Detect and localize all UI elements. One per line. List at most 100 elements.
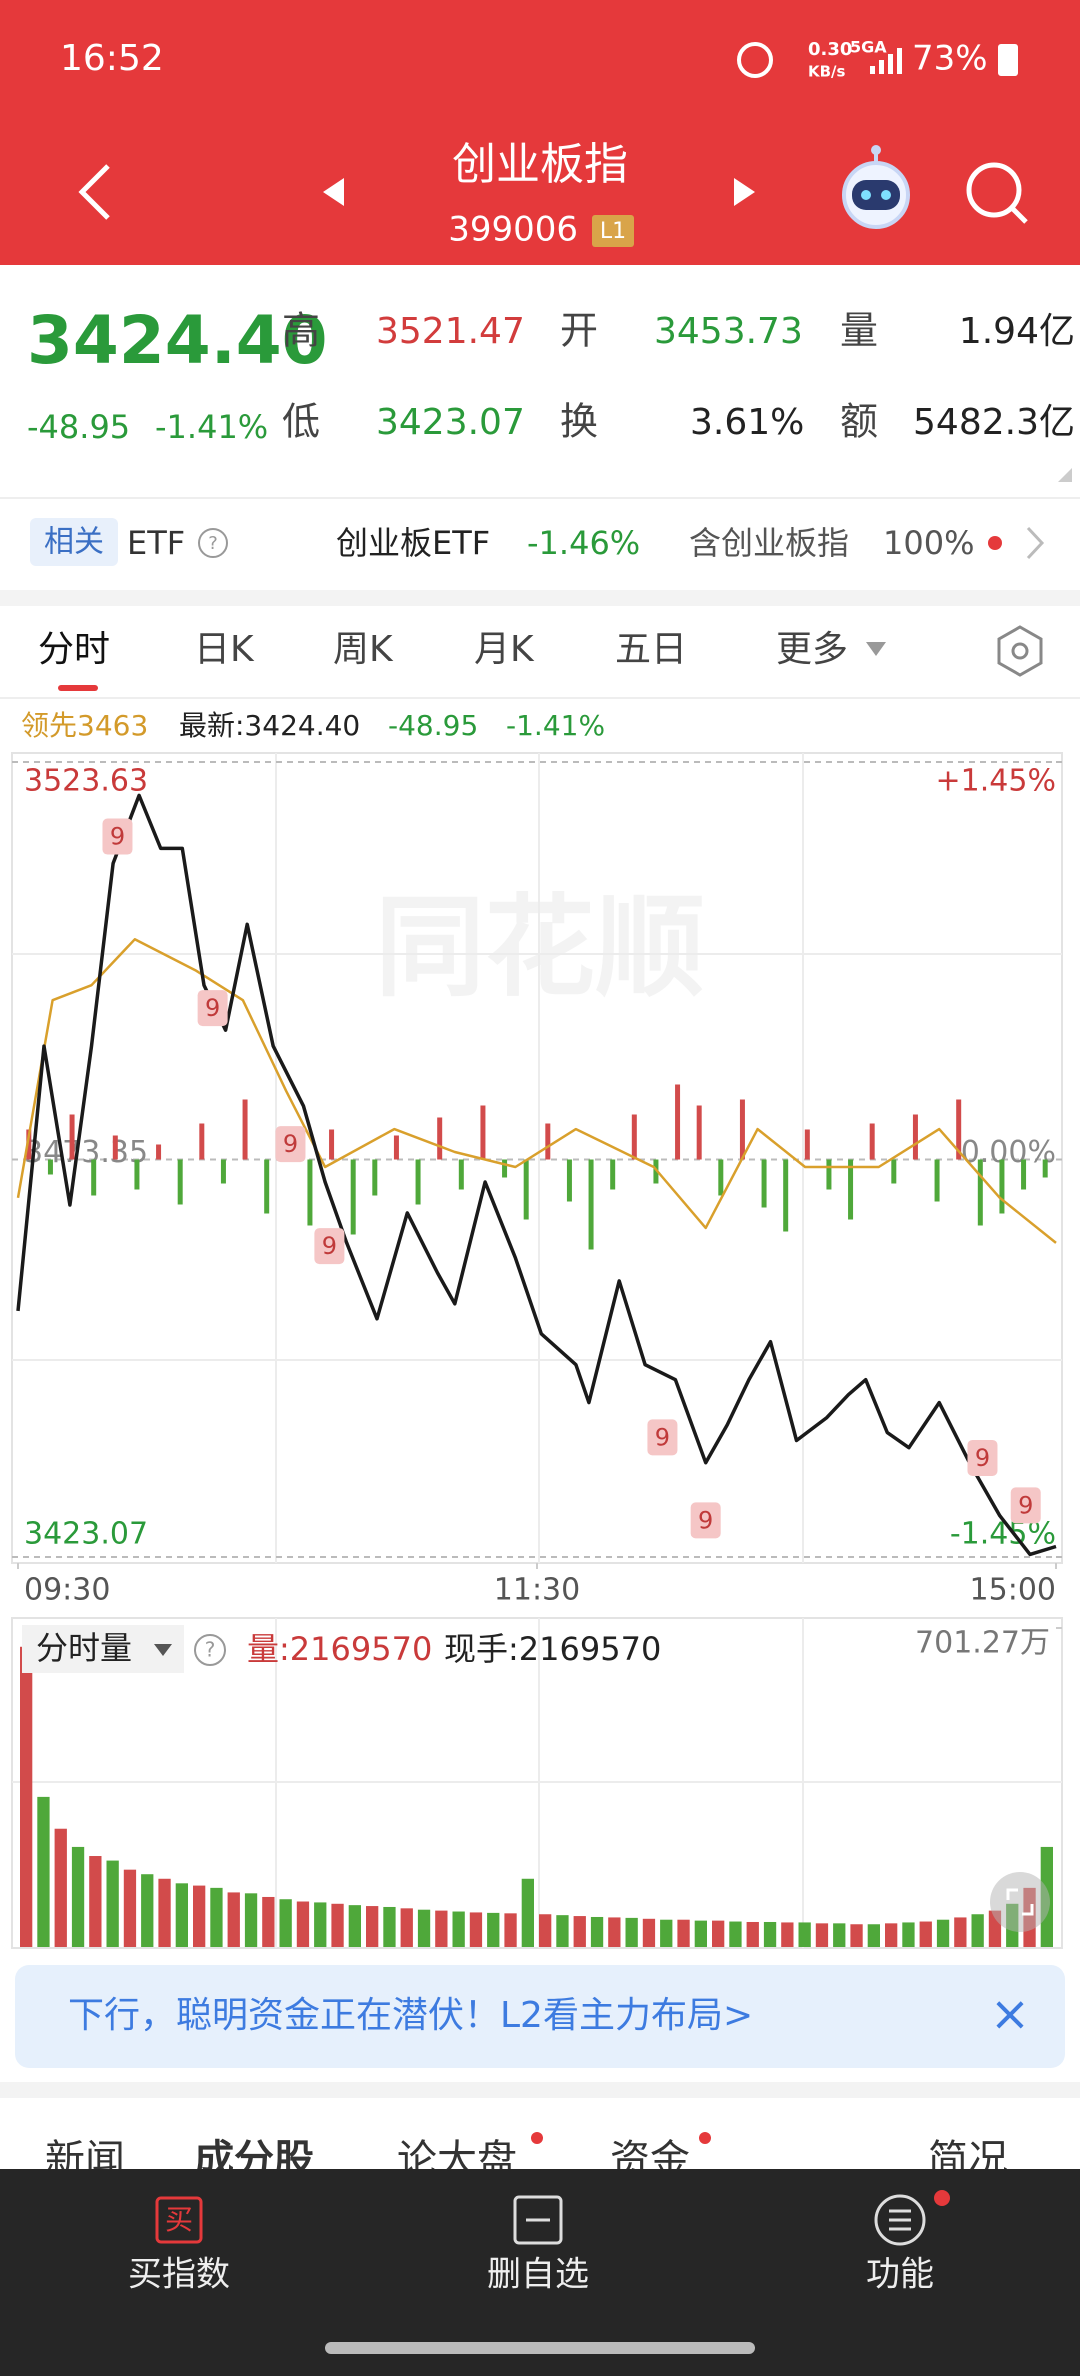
battery-icon (998, 44, 1018, 76)
strength-bar (545, 1123, 551, 1160)
tab[interactable]: 日K (194, 629, 255, 670)
strength-bar (177, 1159, 183, 1205)
strength-bar (393, 1135, 399, 1160)
etf-holds: 含创业板指 (689, 524, 849, 562)
more-arrow (866, 642, 886, 656)
red-dot (531, 2132, 543, 2144)
function-icon-lines (889, 2209, 911, 2231)
strength-bar (977, 1159, 983, 1226)
strength-bar (199, 1123, 205, 1160)
volume-bar (521, 1878, 534, 1947)
volume-bar (729, 1921, 742, 1947)
gap (0, 590, 1080, 606)
signal-box (275, 1126, 306, 1163)
corner-mark (1058, 468, 1072, 482)
strength-bar (502, 1159, 508, 1178)
search-icon[interactable] (966, 162, 1028, 224)
volume-bar (573, 1916, 586, 1947)
buy-icon (155, 2196, 203, 2244)
signal-label: 9 (322, 1232, 337, 1260)
strength-bar (264, 1159, 270, 1214)
volume-bar (210, 1887, 223, 1947)
nav-item[interactable]: 买指数 (128, 2255, 230, 2295)
volume-bar (590, 1916, 604, 1947)
tab[interactable]: 五日 (615, 629, 687, 670)
y-tick-label: 3423.07 (24, 1517, 148, 1552)
header-bg (0, 0, 1080, 265)
volume-bar (296, 1901, 310, 1947)
signal-icon (870, 48, 902, 74)
strength-bar (826, 1159, 832, 1190)
y-tick-label: 3523.63 (24, 764, 148, 799)
volume-bar (37, 1796, 50, 1947)
gap (0, 2082, 1080, 2098)
lead-label: 领先3463 (21, 709, 148, 742)
banner[interactable] (15, 1965, 1065, 2068)
strength-bar (588, 1159, 594, 1250)
strength-bar (1042, 1159, 1048, 1178)
volume-bar (366, 1906, 379, 1947)
strength-bar (739, 1099, 745, 1160)
etf-tag-bg (30, 518, 118, 566)
volume-bar (746, 1921, 759, 1947)
volume-bar (227, 1892, 240, 1947)
nav-item[interactable]: 功能 (866, 2255, 934, 2295)
tab[interactable]: 更多 (776, 629, 848, 670)
etf-fund[interactable]: 创业板ETF (336, 524, 490, 562)
tab[interactable]: 分时 (38, 629, 110, 670)
status-speed-unit: KB/s (808, 63, 846, 81)
strength-bar (675, 1084, 681, 1160)
strength-bar (220, 1159, 226, 1184)
volume-bar (435, 1910, 448, 1947)
volume-bar (20, 1646, 33, 1947)
robot-icon[interactable] (842, 145, 910, 229)
volume-selector-arrow (154, 1644, 172, 1656)
nav-item[interactable]: 删自选 (487, 2255, 589, 2295)
back-button[interactable] (78, 164, 110, 220)
volume-bar (850, 1924, 863, 1947)
signal-box (197, 990, 228, 1027)
strength-bar (804, 1129, 810, 1160)
signal-label: 9 (1018, 1491, 1033, 1519)
chevron[interactable] (1026, 526, 1045, 560)
volume-bar (608, 1917, 621, 1947)
y2-tick-label: +1.45% (936, 764, 1056, 799)
strength-bar (242, 1099, 248, 1160)
tab[interactable]: 月K (474, 629, 535, 670)
volume-bar (539, 1914, 552, 1947)
etf-name: ETF (127, 524, 185, 562)
function-icon (874, 2194, 926, 2246)
volume-bar (815, 1923, 829, 1947)
volume-hand: 现手:2169570 (444, 1630, 661, 1668)
settings-icon[interactable] (997, 625, 1043, 677)
next-button[interactable] (734, 178, 755, 206)
volume-bar (487, 1912, 500, 1947)
banner-close[interactable]: × (990, 1986, 1030, 2042)
volume-bar (452, 1911, 465, 1947)
prev-button[interactable] (323, 178, 344, 206)
expand-button[interactable] (990, 1872, 1050, 1932)
expand-icon (1006, 1888, 1034, 1916)
remove-icon (513, 2195, 563, 2245)
change: -48.95 (27, 408, 130, 446)
volume-bar (348, 1905, 361, 1947)
strength-bar (783, 1159, 789, 1232)
volume-bar (763, 1921, 777, 1947)
help-mark: ? (208, 533, 218, 554)
strength-bar (480, 1105, 486, 1160)
title: 创业板指 (452, 139, 628, 190)
red-dot (988, 536, 1002, 550)
status-network: 5GA (850, 38, 887, 57)
signal-label: 9 (698, 1506, 713, 1534)
strength-bar (69, 1114, 75, 1160)
volume-selector[interactable] (22, 1625, 184, 1673)
help-icon[interactable] (194, 1634, 226, 1666)
tab[interactable]: 周K (333, 629, 394, 670)
help-icon[interactable] (198, 528, 228, 558)
strength-bar (934, 1159, 940, 1202)
volume-bar (936, 1919, 950, 1947)
volume-bar (417, 1909, 431, 1947)
volume-bar (383, 1906, 396, 1947)
